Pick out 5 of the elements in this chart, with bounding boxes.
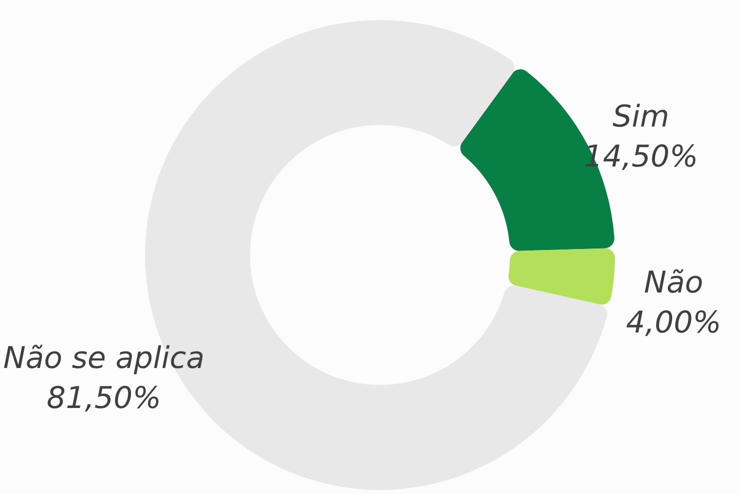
data-label: 4,00%	[626, 305, 722, 340]
slice-label: Não se aplica	[3, 340, 205, 376]
slice-label: Sim	[612, 99, 670, 134]
slice-label: Não	[644, 265, 704, 300]
data-label: 81,50%	[46, 380, 162, 416]
